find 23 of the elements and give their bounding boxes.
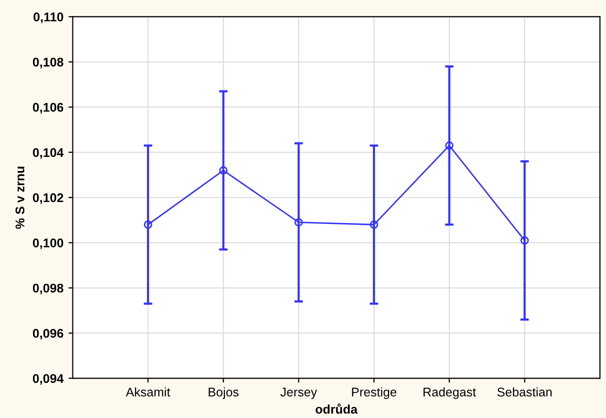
point xyxy=(144,220,152,229)
x-axis-title: odrůda xyxy=(316,404,358,414)
y-tick-label: 0,106 xyxy=(32,102,64,114)
x-tick-label: Aksamit xyxy=(126,387,170,396)
x-tick-label: Bojos xyxy=(208,387,239,399)
y-tick-label: 0,100 xyxy=(32,238,64,250)
point xyxy=(294,218,303,227)
y-tick-label: 0,104 xyxy=(32,148,64,159)
y-tick-label: 0,108 xyxy=(32,58,64,68)
y-tick-label: 0,098 xyxy=(32,284,64,294)
point xyxy=(370,220,378,229)
y-axis-title: % S v zrnu xyxy=(16,166,24,229)
point xyxy=(219,166,228,175)
y-tick-label: 0,102 xyxy=(32,193,64,204)
x-tick-label: Prestige xyxy=(352,387,396,399)
y-tick-label: 0,096 xyxy=(32,328,64,340)
x-tick-label: Jersey xyxy=(280,388,318,399)
point xyxy=(445,141,454,150)
x-tick-label: Radegast xyxy=(424,387,476,399)
point xyxy=(520,236,529,245)
y-tick-label: 0,110 xyxy=(34,12,64,24)
x-tick-label: Sebastian xyxy=(497,387,552,396)
y-tick-label: 0,094 xyxy=(32,374,64,385)
